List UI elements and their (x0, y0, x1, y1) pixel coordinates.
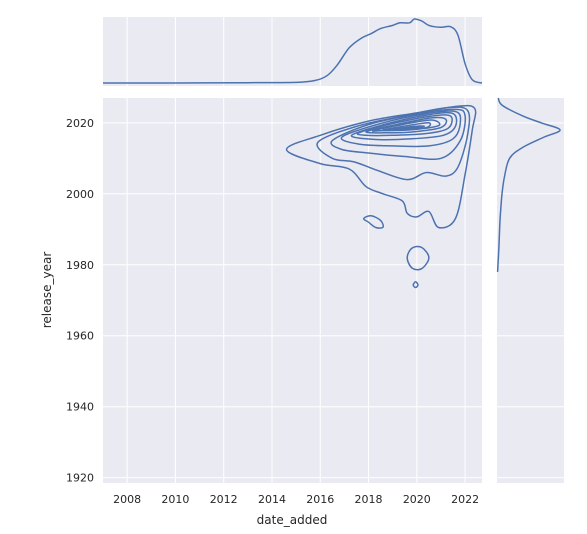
y-tick-label: 1920 (66, 472, 94, 485)
y-marginal-density-curve (496, 97, 561, 272)
kde-contour-10 (391, 125, 425, 131)
x-tick-label: 2020 (403, 493, 431, 506)
kde-contour-3 (330, 108, 467, 161)
y-tick-label: 2020 (66, 117, 94, 130)
x-tick-label: 2018 (355, 493, 383, 506)
x-tick-label: 2012 (210, 493, 238, 506)
right-marginal-panel (497, 98, 564, 483)
main-grid (103, 98, 482, 483)
kde-contour-4 (340, 110, 462, 148)
main-panel (103, 98, 482, 483)
kde-contour-6 (356, 114, 453, 137)
x-tick-label: 2008 (113, 493, 141, 506)
kde-contour-11 (362, 215, 384, 229)
y-tick-label: 1940 (66, 401, 94, 414)
y-tick-labels: 1920 1940 1960 1980 2000 2020 (66, 117, 94, 485)
top-marginal-panel (103, 17, 482, 86)
x-tick-labels: 2008 2010 2012 2014 2016 2018 2020 2022 (113, 493, 479, 506)
kde-contours (285, 104, 477, 289)
y-tick-label: 1960 (66, 330, 94, 343)
right-marginal-grid (497, 122, 564, 479)
x-tick-label: 2014 (258, 493, 286, 506)
x-tick-label: 2022 (451, 493, 479, 506)
kde-contour-13 (412, 281, 419, 289)
kde-contour-5 (350, 111, 458, 141)
y-tick-label: 2000 (66, 188, 94, 201)
kde-contour-7 (365, 116, 448, 134)
y-axis-label: release_year (40, 252, 54, 329)
x-axis-label: date_added (257, 513, 328, 527)
top-marginal-grid (126, 17, 466, 86)
x-tick-label: 2016 (306, 493, 334, 506)
y-tick-label: 1980 (66, 259, 94, 272)
x-marginal-density-curve (102, 18, 483, 84)
kde-contour-12 (406, 245, 430, 271)
x-tick-label: 2010 (161, 493, 189, 506)
